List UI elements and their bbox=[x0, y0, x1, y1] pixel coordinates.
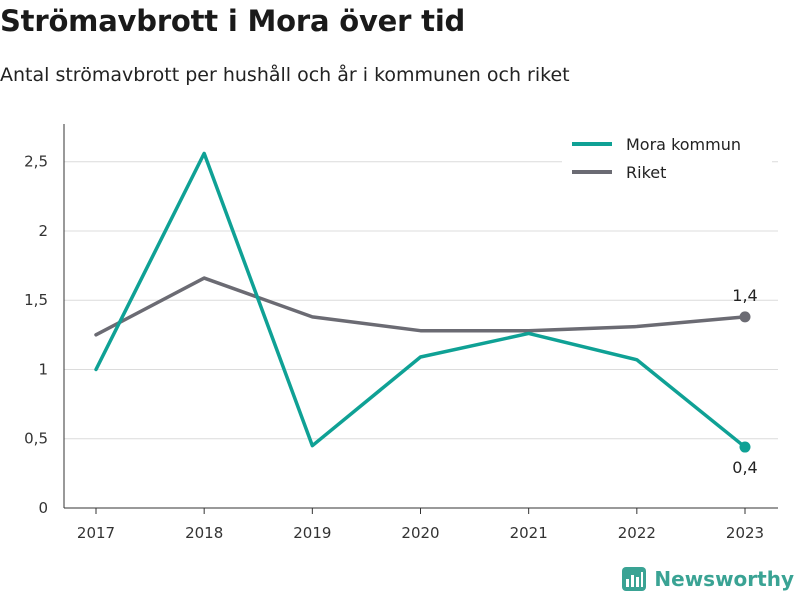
series-line-riket bbox=[94, 276, 747, 337]
y-tick-label: 0,5 bbox=[24, 430, 48, 448]
chart-subtitle: Antal strömavbrott per hushåll och år i … bbox=[0, 64, 570, 86]
y-tick-label: 1,5 bbox=[24, 291, 48, 309]
end-data-label: 1,4 bbox=[732, 286, 757, 305]
x-tick-label: 2023 bbox=[726, 524, 764, 542]
chart-title: Strömavbrott i Mora över tid bbox=[0, 4, 466, 38]
brand: Newsworthy bbox=[621, 566, 794, 592]
end-labels: 0,4 1,4 bbox=[732, 286, 757, 477]
legend: Mora kommun Riket bbox=[562, 130, 772, 182]
x-tick-label: 2019 bbox=[293, 524, 331, 542]
data-point bbox=[739, 441, 751, 453]
x-tick-label: 2017 bbox=[77, 524, 115, 542]
newsworthy-logo-icon bbox=[622, 567, 647, 591]
x-tick-label: 2022 bbox=[618, 524, 656, 542]
y-tick-label: 1 bbox=[38, 360, 48, 378]
axes: 0 0,5 1 1,5 2 2,5 2017 2018 2019 2020 2021 2022 2023 bbox=[24, 124, 778, 542]
gridlines bbox=[64, 161, 778, 440]
series-line-mora-kommun bbox=[94, 151, 747, 449]
x-tick-label: 2021 bbox=[510, 524, 548, 542]
legend-label: Riket bbox=[626, 163, 666, 182]
data-point bbox=[739, 311, 751, 323]
y-tick-label: 2 bbox=[38, 222, 48, 240]
brand-name: Newsworthy bbox=[654, 567, 794, 591]
y-tick-label: 0 bbox=[38, 499, 48, 517]
x-tick-label: 2018 bbox=[185, 524, 223, 542]
series bbox=[94, 151, 751, 453]
end-data-label: 0,4 bbox=[732, 458, 757, 477]
y-tick-label: 2,5 bbox=[24, 153, 48, 171]
x-tick-label: 2020 bbox=[401, 524, 439, 542]
legend-label: Mora kommun bbox=[626, 135, 741, 154]
